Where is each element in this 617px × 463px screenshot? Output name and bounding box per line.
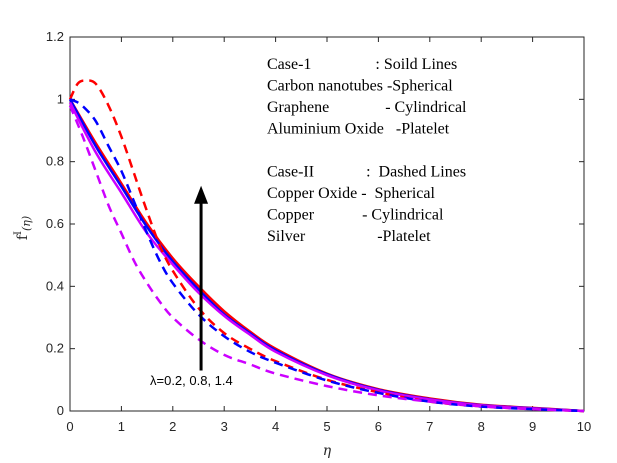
series-line-dashed-magenta xyxy=(68,105,585,413)
y-axis-label: fI(η) xyxy=(13,216,33,240)
legend-entry: Copper Oxide - Spherical xyxy=(267,185,436,202)
x-tick-label: 0 xyxy=(66,419,73,434)
x-tick-label: 1 xyxy=(118,419,125,434)
legend-entry: Case-II : Dashed Lines xyxy=(267,164,466,181)
svg-text:fI(η): fI(η) xyxy=(13,216,33,240)
x-tick-label: 6 xyxy=(375,419,382,434)
y-axis-label-sup: I xyxy=(13,231,24,235)
x-axis-label: η xyxy=(323,443,332,459)
y-tick-label: 0.2 xyxy=(46,341,64,356)
x-tick-label: 7 xyxy=(426,419,433,434)
series-group xyxy=(68,79,585,413)
y-tick-label: 1 xyxy=(57,91,64,106)
legend-entry: Carbon nanotubes -Spherical xyxy=(267,78,453,95)
x-tick-label: 5 xyxy=(323,419,330,434)
legend: Case-1 : Soild Lines Carbon nanotubes -Sp… xyxy=(267,56,467,245)
y-tick-label: 0.4 xyxy=(46,278,64,293)
x-tick-label: 8 xyxy=(478,419,485,434)
x-tick-label: 9 xyxy=(529,419,536,434)
y-axis-label-main: f xyxy=(15,233,31,240)
legend-entry: Copper - Cylindrical xyxy=(267,207,444,224)
y-tick-label: 0.6 xyxy=(46,216,64,231)
y-tick-label: 0 xyxy=(57,403,64,418)
x-tick-label: 10 xyxy=(577,419,591,434)
series-line-dashed-blue xyxy=(69,98,585,413)
lambda-annotation: λ=0.2, 0.8, 1.4 xyxy=(150,373,233,388)
x-tick-label: 2 xyxy=(169,419,176,434)
legend-entry: Aluminium Oxide -Platelet xyxy=(267,121,450,138)
y-tick-label: 1.2 xyxy=(46,29,64,44)
y-axis-label-sub: (η) xyxy=(20,216,33,231)
y-tick-label: 0.8 xyxy=(46,154,64,169)
legend-entry: Graphene - Cylindrical xyxy=(267,99,467,116)
arrow-head xyxy=(194,185,209,204)
legend-entry: Case-1 : Soild Lines xyxy=(267,56,457,73)
legend-entry: Silver -Platelet xyxy=(267,228,431,245)
arrow-annotation xyxy=(194,185,209,371)
axis-ticks: 0 1 2 3 4 5 6 7 8 9 10 0 0.2 0.4 0.6 0.8 1 1.2 xyxy=(46,29,591,434)
x-tick-label: 4 xyxy=(272,419,279,434)
x-tick-label: 3 xyxy=(221,419,228,434)
plot-area xyxy=(69,36,585,412)
series-line-dashed-red xyxy=(68,79,585,413)
